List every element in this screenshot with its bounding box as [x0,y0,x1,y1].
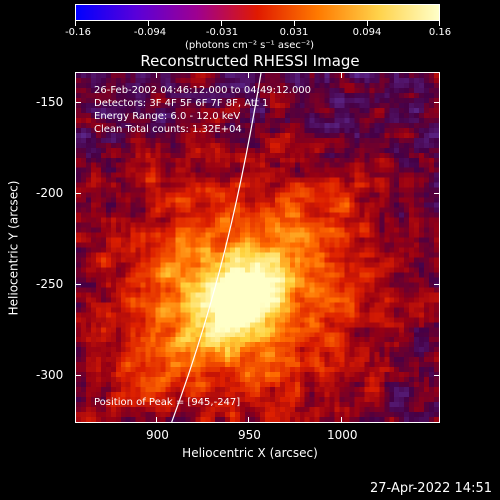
colorbar-tick [148,21,149,26]
colorbar-tick [367,21,368,26]
x-tick-label: 900 [146,428,169,442]
plot-title: Reconstructed RHESSI Image [140,52,360,70]
colorbar-tick-label: 0.16 [428,27,452,38]
info-detectors: Detectors: 3F 4F 5F 6F 7F 8F, Att 1 [94,98,269,109]
x-tick-label: 950 [238,428,261,442]
rhessi-image [76,73,439,422]
y-tick-label: -300 [36,368,64,382]
info-energy-range: Energy Range: 6.0 - 12.0 keV [94,111,241,122]
colorbar [75,4,440,21]
timestamp: 27-Apr-2022 14:51 [370,481,492,496]
colorbar-tick-label: 0.031 [279,27,309,38]
colorbar-tick [75,21,76,26]
colorbar-tick [221,21,222,26]
y-tick-label: -200 [36,186,64,200]
colorbar-tick-label: 0.094 [352,27,382,38]
colorbar-tick-label: -0.094 [133,27,167,38]
image-plot [75,72,440,423]
x-tick-label: 1000 [327,428,358,442]
y-tick-label: -250 [36,277,64,291]
colorbar-tick-label: -0.031 [205,27,239,38]
colorbar-tick [439,21,440,26]
peak-position: Position of Peak = [945,-247] [94,397,241,408]
x-axis-label: Heliocentric X (arcsec) [182,446,318,460]
info-clean-counts: Clean Total counts: 1.32E+04 [94,124,242,135]
colorbar-tick [294,21,295,26]
colorbar-units: (photons cm⁻² s⁻¹ asec⁻²) [185,40,315,51]
y-tick-label: -150 [36,95,64,109]
info-time-range: 26-Feb-2002 04:46:12.000 to 04:49:12.000 [94,85,312,96]
colorbar-tick-label: -0.16 [65,27,91,38]
solar-limb-curve [171,73,262,422]
y-axis-label: Heliocentric Y (arcsec) [6,180,21,316]
